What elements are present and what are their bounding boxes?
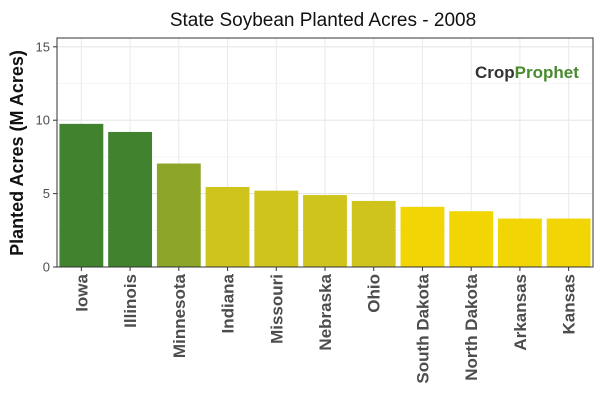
x-tick-label: Illinois	[121, 274, 140, 328]
bars	[59, 123, 591, 267]
bar-iowa	[59, 123, 104, 267]
bar-illinois	[108, 131, 153, 267]
x-tick-label: Minnesota	[170, 273, 189, 358]
logo-part-crop: Crop	[475, 63, 515, 82]
bar-north-dakota	[449, 211, 494, 267]
x-axis-ticks: Iowa Illinois Minnesota Indiana Missouri Nebr…	[72, 267, 579, 384]
cropprophet-logo: CropProphet	[475, 63, 579, 82]
x-tick-label: Arkansas	[511, 274, 530, 351]
bar-nebraska	[303, 195, 347, 267]
plot-border	[56, 37, 594, 268]
x-tick-label: Nebraska	[316, 273, 335, 350]
x-tick-label: Kansas	[560, 274, 579, 334]
y-axis-ticks: 0 5 10 15	[36, 39, 57, 275]
x-tick-label: Indiana	[219, 273, 238, 333]
y-tick-label: 10	[36, 113, 50, 128]
bar-ohio	[351, 200, 396, 267]
y-tick-label: 0	[43, 260, 50, 275]
bar-missouri	[254, 190, 299, 267]
bar-arkansas	[497, 218, 542, 267]
x-tick-label: North Dakota	[462, 273, 481, 380]
y-tick-label: 15	[36, 39, 50, 54]
y-axis-label: Planted Acres (M Acres)	[7, 50, 27, 256]
logo-part-prophet: Prophet	[515, 63, 580, 82]
x-tick-label: Ohio	[365, 274, 384, 313]
x-tick-label: South Dakota	[413, 273, 432, 383]
bar-south-dakota	[400, 206, 445, 267]
chart-title: State Soybean Planted Acres - 2008	[170, 10, 476, 31]
bar-minnesota	[156, 163, 201, 267]
bar-kansas	[546, 218, 591, 267]
x-tick-label: Missouri	[267, 274, 286, 344]
bar-indiana	[205, 186, 250, 267]
x-tick-label: Iowa	[72, 273, 91, 311]
y-tick-label: 5	[43, 186, 50, 201]
